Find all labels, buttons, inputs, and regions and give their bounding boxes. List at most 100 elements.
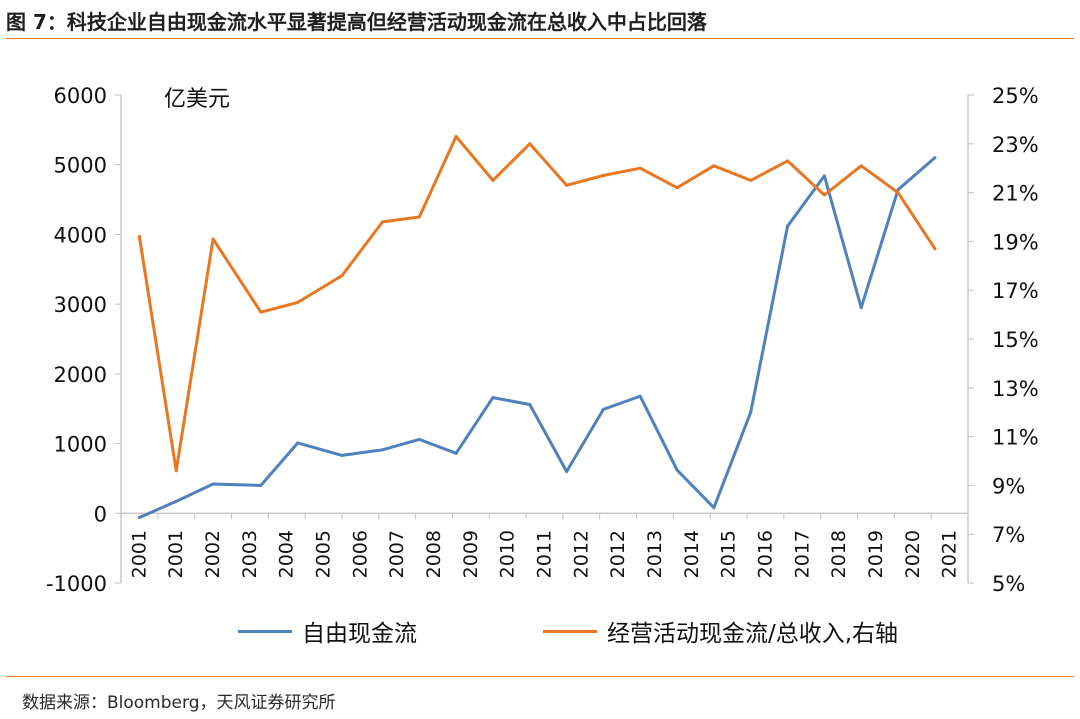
- left-tick-label: 5000: [54, 154, 107, 178]
- series-1-point: [259, 310, 263, 314]
- series-0-point: [675, 468, 679, 472]
- chart-axes: [120, 95, 969, 583]
- source-divider: [6, 676, 1074, 677]
- series-0-point: [417, 437, 421, 441]
- right-tick-label: 19%: [992, 230, 1039, 254]
- x-tick-label: 2018: [828, 530, 850, 578]
- right-tick-label: 23%: [992, 133, 1039, 157]
- x-tick-label: 2016: [754, 530, 776, 578]
- series-0-point: [749, 410, 753, 414]
- x-tick-label: 2007: [386, 530, 408, 578]
- series-0-point: [638, 394, 642, 398]
- series-0-point: [137, 515, 141, 519]
- legend-item-ocf-ratio: 经营活动现金流/总收入,右轴: [543, 614, 898, 648]
- right-tick-label: 17%: [992, 279, 1039, 303]
- series-1-point: [174, 469, 178, 473]
- series-0-point: [380, 448, 384, 452]
- series-1-point: [137, 235, 141, 239]
- series-1-point: [712, 164, 716, 168]
- right-tick-label: 11%: [992, 426, 1039, 450]
- series-0-point: [296, 441, 300, 445]
- series-1-point: [454, 134, 458, 138]
- x-tick-label: 2010: [497, 530, 519, 578]
- series-line-0: [137, 156, 937, 519]
- legend-label-fcf: 自由现金流: [302, 621, 417, 647]
- figure-title: 图 7：科技企业自由现金流水平显著提高但经营活动现金流在总收入中占比回落: [6, 10, 707, 34]
- x-tick-label: 2005: [313, 530, 335, 578]
- left-tick-label: 4000: [54, 223, 107, 247]
- left-tick-label: 6000: [54, 84, 107, 108]
- series-line-1: [137, 135, 937, 473]
- x-tick-label: 2015: [718, 530, 740, 578]
- legend-label-ocf-ratio: 经营活动现金流/总收入,右轴: [607, 621, 899, 647]
- series-0-point: [565, 469, 569, 473]
- right-tick-label: 13%: [992, 377, 1039, 401]
- x-tick-label: 2011: [534, 530, 556, 578]
- right-tick-label: 25%: [992, 84, 1039, 108]
- left-axis-unit-label: 亿美元: [164, 87, 230, 112]
- series-1-point: [675, 186, 679, 190]
- x-tick-label: 2019: [865, 530, 887, 578]
- legend-swatch-fcf: [238, 629, 292, 633]
- series-1-point: [749, 178, 753, 182]
- series-1-point: [601, 174, 605, 178]
- x-tick-label: 2001: [165, 530, 187, 578]
- series-0-point: [601, 407, 605, 411]
- x-tick-label: 2012: [570, 530, 592, 578]
- right-tick-label: 5%: [992, 572, 1025, 596]
- series-0-point: [491, 396, 495, 400]
- right-tick-label: 7%: [992, 523, 1025, 547]
- series-1-point: [340, 274, 344, 278]
- series-0-point: [454, 451, 458, 455]
- series-1-point: [933, 247, 937, 251]
- series-0-point: [822, 174, 826, 178]
- series-0-point: [933, 156, 937, 160]
- legend-swatch-ocf-ratio: [543, 629, 597, 633]
- series-1-point: [638, 166, 642, 170]
- series-1-point: [528, 142, 532, 146]
- x-tick-label: 2002: [202, 530, 224, 578]
- series-0-point: [712, 506, 716, 510]
- right-tick-label: 21%: [992, 182, 1039, 206]
- series-0-point: [174, 499, 178, 503]
- right-axis-ticks: 5% 7% 9% 11% 13% 15% 17% 19% 21% 23% 25%: [968, 84, 1039, 596]
- series-0-point: [340, 453, 344, 457]
- x-tick-label: 2012: [607, 530, 629, 578]
- right-tick-label: 9%: [992, 474, 1025, 498]
- x-tick-label: 2020: [902, 530, 924, 578]
- x-tick-label: 2014: [681, 530, 703, 578]
- series-0-point: [859, 306, 863, 310]
- x-axis-ticks: 2001 2001 2002 2003 2004 2005 2006 2007 2008 2009…: [120, 513, 969, 578]
- x-tick-label: 2013: [644, 530, 666, 578]
- left-tick-label: 0: [94, 502, 107, 526]
- legend-item-fcf: 自由现金流: [238, 614, 417, 648]
- series-0-point: [528, 403, 532, 407]
- x-tick-label: 2004: [276, 530, 298, 578]
- series-1-point: [296, 300, 300, 304]
- x-tick-label: 2009: [460, 530, 482, 578]
- x-tick-label: 2003: [239, 530, 261, 578]
- series-0-point: [259, 483, 263, 487]
- x-tick-label: 2001: [128, 530, 150, 578]
- left-tick-label: -1000: [46, 572, 107, 596]
- series-1-point: [896, 191, 900, 195]
- x-tick-label: 2008: [423, 530, 445, 578]
- series-1-point: [491, 178, 495, 182]
- source-note: 数据来源：Bloomberg，天风证券研究所: [22, 693, 336, 713]
- x-tick-label: 2021: [939, 530, 961, 578]
- title-divider: [6, 38, 1074, 39]
- left-tick-label: 3000: [54, 293, 107, 317]
- right-tick-label: 15%: [992, 328, 1039, 352]
- left-tick-label: 2000: [54, 363, 107, 387]
- series-1-point: [786, 159, 790, 163]
- series-1-point: [859, 164, 863, 168]
- series-1-point: [565, 183, 569, 187]
- series-0-point: [786, 224, 790, 228]
- left-axis-ticks: -1000 0 1000 2000 3000 4000 5000 6000: [46, 84, 121, 596]
- x-tick-label: 2017: [791, 530, 813, 578]
- series-1-point: [211, 237, 215, 241]
- line-chart: -1000 0 1000 2000 3000 4000 5000 6000 5% 7% 9% 11%…: [46, 84, 1039, 596]
- series-layer: [137, 134, 937, 519]
- left-tick-label: 1000: [54, 433, 107, 457]
- x-tick-label: 2006: [349, 530, 371, 578]
